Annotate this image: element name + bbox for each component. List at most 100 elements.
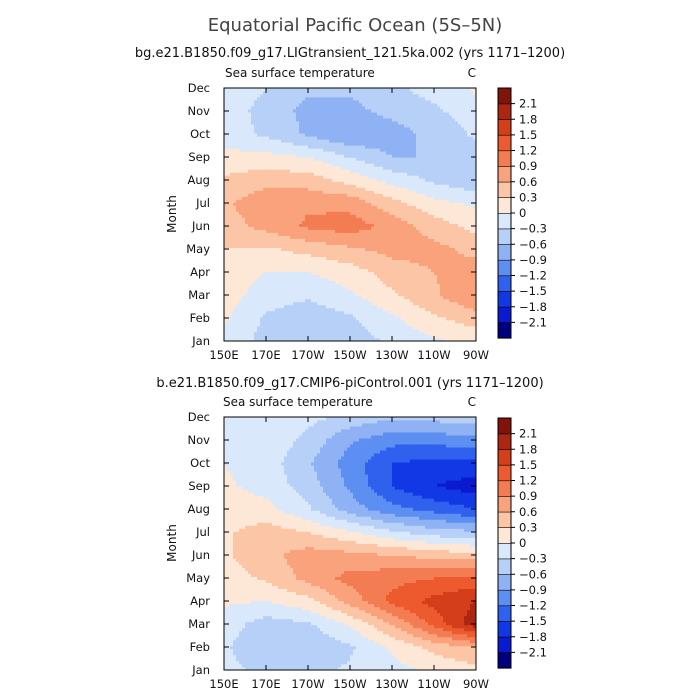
colorbar-swatch: [497, 589, 512, 607]
colorbar-swatch: [497, 558, 512, 575]
colorbar-swatch: [497, 87, 512, 105]
y-tick-label: May: [186, 242, 210, 256]
colorbar-label: 2.1: [519, 427, 537, 441]
panel-bottom-ylabel: Month: [165, 524, 179, 562]
colorbar-swatch: [497, 275, 512, 292]
y-tick-label: Oct: [190, 127, 210, 141]
x-tick-label: 170W: [291, 348, 324, 362]
colorbar-swatch: [497, 605, 512, 622]
y-tick-label: Jun: [191, 548, 210, 562]
y-tick-label: Apr: [190, 265, 210, 279]
y-tick-label: Jun: [191, 219, 210, 233]
colorbar-label: −0.9: [519, 583, 547, 597]
panel-bottom-title: b.e21.B1850.f09_g17.CMIP6-piControl.001 …: [156, 376, 543, 391]
colorbar-label: 0.9: [519, 159, 537, 173]
panel-bottom: b.e21.B1850.f09_g17.CMIP6-piControl.001 …: [156, 376, 547, 691]
y-tick-label: Jul: [195, 196, 210, 210]
contour-field: [224, 417, 477, 671]
colorbar-label: 0: [519, 206, 526, 220]
y-tick-label: Mar: [188, 617, 210, 631]
y-tick-label: Dec: [188, 410, 210, 424]
colorbar-label: −0.3: [519, 222, 547, 236]
x-tick-label: 150W: [333, 348, 366, 362]
colorbar: 2.11.81.51.20.90.60.30−0.3−0.6−0.9−1.2−1…: [497, 87, 547, 339]
colorbar-label: −2.1: [519, 315, 547, 329]
colorbar-swatch: [497, 433, 512, 450]
colorbar-label: −0.6: [519, 567, 547, 581]
y-tick-label: Aug: [188, 173, 210, 187]
x-tick-label: 110W: [417, 677, 450, 691]
x-tick-label: 130W: [375, 677, 408, 691]
y-tick-label: Aug: [188, 502, 210, 516]
colorbar-swatch: [497, 181, 512, 198]
colorbar-swatch: [497, 464, 512, 482]
colorbar-label: −1.8: [519, 300, 547, 314]
colorbar-swatch: [497, 118, 512, 136]
colorbar-label: −2.1: [519, 645, 547, 659]
colorbar-swatch: [497, 134, 512, 152]
colorbar-swatch: [497, 495, 512, 513]
colorbar-swatch: [497, 103, 512, 120]
colorbar-swatch: [497, 417, 512, 435]
y-tick-label: Jan: [191, 334, 210, 348]
colorbar-label: 1.5: [519, 458, 537, 472]
colorbar-label: 1.8: [519, 112, 537, 126]
x-tick-label: 170W: [291, 677, 324, 691]
panel-bottom-left-label: Sea surface temperature: [223, 395, 373, 409]
colorbar-label: 1.8: [519, 442, 537, 456]
y-tick-label: Nov: [188, 433, 211, 447]
colorbar-swatch: [497, 511, 512, 528]
colorbar: 2.11.81.51.20.90.60.30−0.3−0.6−0.9−1.2−1…: [497, 417, 547, 669]
colorbar-label: −1.5: [519, 614, 547, 628]
colorbar-swatch: [497, 306, 512, 323]
y-tick-label: Nov: [188, 104, 211, 118]
y-tick-label: May: [186, 571, 210, 585]
colorbar-swatch: [497, 150, 512, 167]
y-tick-label: Apr: [190, 594, 210, 608]
panel-top-units-label: C: [468, 66, 476, 80]
x-tick-label: 150W: [333, 677, 366, 691]
colorbar-swatch: [497, 636, 512, 653]
x-tick-label: 150E: [209, 348, 238, 362]
y-tick-label: Dec: [188, 81, 210, 95]
panel-top-left-label: Sea surface temperature: [225, 66, 375, 80]
colorbar-label: 0: [519, 536, 526, 550]
colorbar-swatch: [497, 212, 512, 230]
colorbar-swatch: [497, 527, 512, 544]
y-tick-label: Jul: [195, 525, 210, 539]
x-tick-label: 150E: [209, 677, 238, 691]
colorbar-label: −1.5: [519, 284, 547, 298]
colorbar-label: −0.6: [519, 237, 547, 251]
y-tick-label: Oct: [190, 456, 210, 470]
colorbar-label: −1.8: [519, 630, 547, 644]
colorbar-swatch: [497, 480, 512, 497]
colorbar-label: 0.3: [519, 520, 537, 534]
colorbar-swatch: [497, 228, 512, 245]
y-tick-label: Sep: [188, 479, 210, 493]
colorbar-swatch: [497, 322, 512, 339]
x-tick-label: 170E: [251, 677, 280, 691]
y-tick-label: Sep: [188, 150, 210, 164]
x-tick-label: 130W: [375, 348, 408, 362]
colorbar-label: 2.1: [519, 97, 537, 111]
colorbar-label: 0.6: [519, 505, 537, 519]
colorbar-swatch: [497, 652, 512, 669]
x-tick-label: 90W: [463, 348, 489, 362]
y-tick-label: Mar: [188, 288, 210, 302]
x-tick-label: 90W: [463, 677, 489, 691]
colorbar-label: 0.6: [519, 175, 537, 189]
x-tick-label: 170E: [251, 348, 280, 362]
y-tick-label: Feb: [190, 640, 210, 654]
colorbar-swatch: [497, 165, 512, 183]
colorbar-label: 1.2: [519, 144, 537, 158]
colorbar-label: 0.9: [519, 489, 537, 503]
colorbar-swatch: [497, 197, 512, 214]
colorbar-swatch: [497, 573, 512, 591]
colorbar-label: −1.2: [519, 599, 547, 613]
colorbar-label: −0.9: [519, 253, 547, 267]
panel-top: bg.e21.B1850.f09_g17.LIGtransient_121.5k…: [135, 46, 565, 362]
colorbar-label: 1.2: [519, 474, 537, 488]
colorbar-label: 0.3: [519, 190, 537, 204]
y-tick-label: Feb: [190, 311, 210, 325]
colorbar-swatch: [497, 259, 512, 277]
